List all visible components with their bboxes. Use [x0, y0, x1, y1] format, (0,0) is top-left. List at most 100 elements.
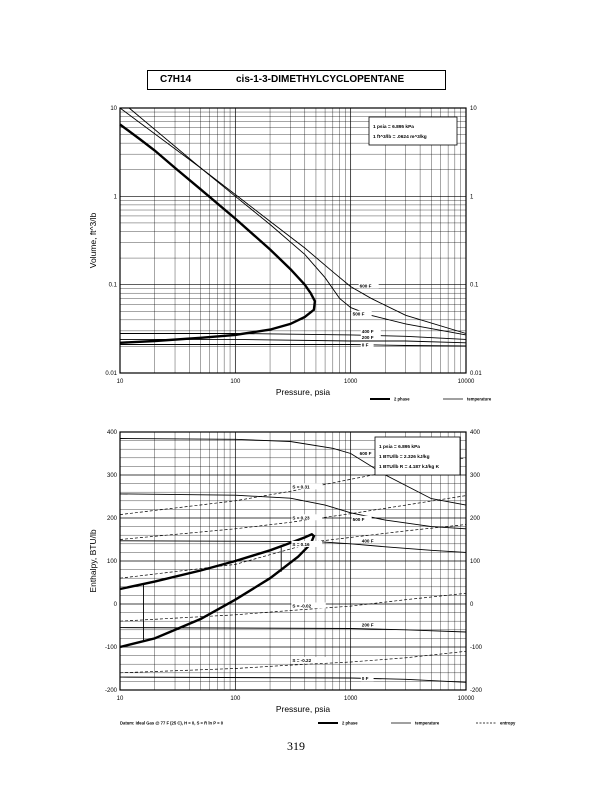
curve-label: 500 F [353, 312, 365, 317]
x-tick-label: 10 [117, 696, 124, 702]
y-tick-label-right: 100 [470, 559, 481, 565]
curve-label: 200 F [362, 335, 374, 340]
x-axis-label: Pressure, psia [276, 387, 331, 397]
y-tick-label: 0.01 [105, 371, 117, 377]
curve-label-bg [291, 483, 323, 490]
y-tick-label-right: 200 [470, 516, 481, 522]
conversion-text: 1 BTU/lb R = 4.187 kJ/kg K [379, 464, 440, 470]
curve-label-bg [358, 282, 379, 289]
x-tick-label: 1000 [344, 379, 358, 385]
curve-label-bg [360, 334, 381, 341]
plot-frame [119, 107, 467, 374]
entropy-curve [119, 524, 467, 579]
curve-label-bg [360, 328, 381, 335]
chemical-formula: C7H14 [160, 74, 192, 85]
curve-label-bg [360, 621, 381, 628]
y-tick-label-right: 1 [470, 194, 474, 200]
temperature-curve [119, 493, 467, 530]
temperature-curve [119, 676, 467, 683]
y-tick-label-right: -100 [470, 645, 483, 651]
two-phase-curve [119, 532, 316, 649]
x-tick-label: 10 [117, 379, 124, 385]
temperature-curve [120, 333, 467, 340]
y-tick-label: -200 [105, 688, 118, 694]
curve-label-bg [360, 537, 381, 544]
y-tick-label: 200 [107, 516, 118, 522]
compound-name: cis-1-3-DIMETHYLCYCLOPENTANE [236, 74, 405, 85]
conversion-box [368, 116, 458, 146]
conversion-text: 1 BTU/lb = 2.326 kJ/kg [379, 454, 430, 460]
curve-label-bg [351, 310, 372, 317]
y-tick-label: 0 [114, 602, 118, 608]
y-tick-label: 1 [114, 194, 118, 200]
y-tick-label: 10 [110, 106, 117, 112]
y-axis-label: Enthalpy, BTU/lb [88, 529, 98, 592]
y-tick-label: 300 [107, 473, 118, 479]
y-tick-label: -100 [105, 645, 118, 651]
legend-label: entropy [500, 721, 516, 726]
curve-label: 200 F [362, 623, 374, 628]
page-number: 319 [287, 739, 305, 753]
curve-label-bg [291, 540, 323, 547]
y-tick-label-right: 0 [470, 602, 474, 608]
conversion-box [374, 436, 461, 476]
curve-label: S = 0.31 [292, 484, 310, 489]
curve-label: S = 0.23 [292, 515, 310, 520]
entropy-curve [119, 650, 467, 674]
curve-label: 600 F [360, 284, 372, 289]
legend-label: 2 phase [394, 397, 410, 402]
title-box [147, 70, 446, 90]
curve-label-bg [360, 341, 374, 348]
x-tick-label: 100 [230, 379, 241, 385]
chart-volume [119, 107, 467, 400]
curve-label-bg [351, 515, 372, 522]
legend-label: temperature [467, 397, 492, 402]
temperature-curve [119, 627, 467, 633]
curve-label: S = -0.02 [292, 603, 311, 608]
grid-volume [119, 108, 466, 374]
plot-frame [119, 431, 467, 691]
curve-label: 500 F [353, 517, 365, 522]
y-tick-label-right: -200 [470, 688, 483, 694]
y-tick-label: 0.1 [109, 283, 118, 289]
curve-label: 600 F [360, 451, 372, 456]
y-tick-label-right: 300 [470, 473, 481, 479]
y-tick-label-right: 0.1 [470, 283, 479, 289]
two-phase-curve [119, 123, 317, 344]
curve-label-bg [291, 602, 326, 609]
temperature-curve [119, 438, 467, 506]
datum-note: Datum: Ideal Gas @ 77 F (25 C), H = 0, S… [120, 721, 224, 726]
curve-label: 0 F [362, 676, 369, 681]
curve-label: S = 0.16 [292, 542, 310, 547]
x-axis-label: Pressure, psia [276, 704, 331, 714]
x-tick-label: 1000 [344, 696, 358, 702]
y-tick-label-right: 400 [470, 430, 481, 436]
y-tick-label-right: 10 [470, 106, 477, 112]
temperature-curve [120, 344, 467, 347]
curve-label: 400 F [362, 539, 374, 544]
legend-label: 2 phase [342, 721, 358, 726]
y-tick-label: 100 [107, 559, 118, 565]
conversion-text: 1 psia = 6.895 kPa [379, 444, 420, 450]
curve-label: 0 F [362, 343, 369, 348]
curve-label: 400 F [362, 329, 374, 334]
temperature-curve [128, 107, 467, 336]
curve-label-bg [291, 514, 323, 521]
conversion-text: 1 psia = 6.895 kPa [373, 124, 414, 130]
y-tick-label: 400 [107, 430, 118, 436]
x-tick-label: 10000 [458, 696, 475, 702]
conversion-text: 1 ft^3/lb = .0624 m^3/kg [373, 134, 427, 140]
chart-enthalpy [119, 431, 496, 724]
x-tick-label: 10000 [458, 379, 475, 385]
y-tick-label-right: 0.01 [470, 371, 482, 377]
legend-label: temperature [415, 721, 440, 726]
curve-label-bg [360, 675, 374, 682]
curve-label-bg [291, 657, 326, 664]
temperature-curve [119, 540, 467, 553]
y-axis-label: Volume, ft^3/lb [88, 212, 98, 268]
x-tick-label: 100 [230, 696, 241, 702]
temperature-curve [119, 107, 467, 334]
temperature-curve [120, 338, 467, 344]
curve-label-bg [358, 449, 379, 456]
